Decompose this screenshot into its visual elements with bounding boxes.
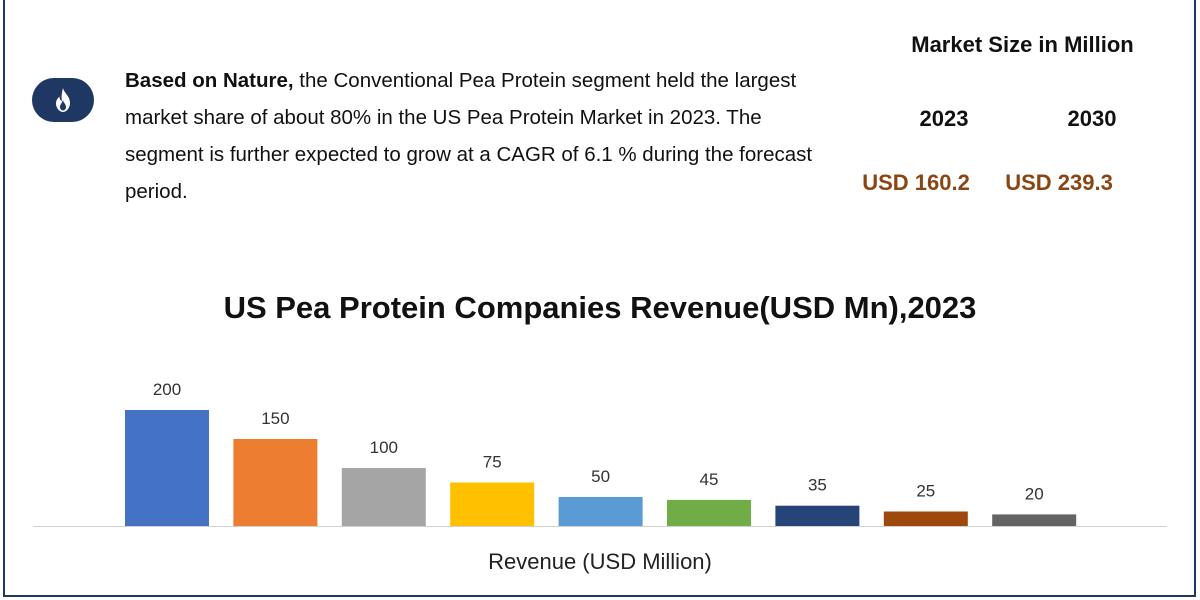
bar-data-label: 35: [808, 476, 827, 495]
infographic-frame: [3, 0, 1196, 597]
bar: [558, 497, 643, 526]
bar: [992, 514, 1077, 526]
bar: [125, 410, 209, 526]
bar-data-label: 20: [1025, 484, 1044, 503]
market-value-2023: USD 160.2: [862, 170, 970, 195]
bar-data-label: 25: [916, 482, 935, 501]
market-size-title: Market Size in Million: [911, 32, 1134, 57]
summary-text: Based on Nature, the Conventional Pea Pr…: [125, 62, 825, 210]
bar-data-label: 50: [591, 467, 610, 486]
x-axis-label: Revenue (USD Million): [488, 549, 712, 574]
bar: [233, 439, 318, 526]
bar-data-label: 100: [370, 438, 398, 457]
bar-data-label: 75: [483, 453, 502, 472]
market-year-2030: 2030: [1067, 106, 1117, 131]
bar-data-label: 150: [261, 409, 289, 428]
fire-icon-badge: [32, 78, 94, 122]
bar: [667, 499, 751, 526]
bar-data-label: 45: [700, 470, 719, 489]
bar: [775, 505, 860, 526]
summary-body: the Conventional Pea Protein segment hel…: [125, 69, 813, 203]
bar-data-label: 200: [153, 380, 181, 399]
bar: [450, 482, 535, 526]
bar: [341, 468, 426, 526]
bar: [883, 511, 968, 526]
fire-icon: [56, 88, 70, 112]
market-year-2023: 2023: [919, 106, 969, 131]
market-value-2030: USD 239.3: [1005, 170, 1113, 195]
summary-bold-lead: Based on Nature,: [125, 69, 294, 92]
chart-title: US Pea Protein Companies Revenue(USD Mn)…: [223, 290, 977, 325]
